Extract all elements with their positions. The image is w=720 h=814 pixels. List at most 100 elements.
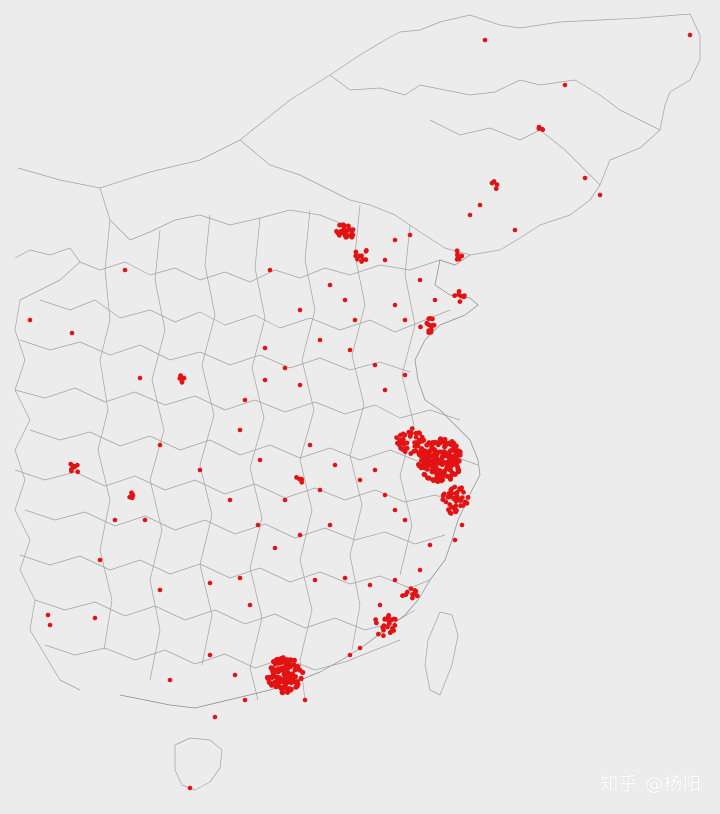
location-dot bbox=[413, 448, 419, 454]
location-dot bbox=[197, 467, 203, 473]
location-dot bbox=[294, 475, 299, 480]
location-dot bbox=[453, 443, 459, 449]
location-dot bbox=[425, 475, 431, 481]
location-dot bbox=[342, 223, 347, 229]
location-dot bbox=[421, 464, 427, 470]
location-dot bbox=[69, 468, 74, 474]
location-dot bbox=[464, 500, 470, 506]
location-dot bbox=[456, 289, 462, 294]
location-dot bbox=[401, 446, 407, 452]
location-dot bbox=[687, 32, 693, 38]
location-dot bbox=[392, 507, 398, 513]
hainan-island bbox=[174, 737, 223, 791]
location-dot bbox=[447, 449, 453, 455]
boundary-hebei-outer bbox=[239, 139, 471, 256]
location-dot bbox=[317, 337, 323, 343]
location-dot bbox=[307, 442, 313, 448]
location-dot bbox=[432, 297, 438, 303]
location-dot bbox=[345, 233, 351, 238]
location-dot bbox=[382, 492, 388, 498]
location-dot bbox=[212, 714, 218, 720]
location-dot bbox=[292, 667, 298, 673]
location-dot bbox=[181, 375, 187, 381]
national-boundary-north bbox=[17, 13, 701, 189]
location-dot bbox=[402, 432, 408, 438]
location-dot bbox=[299, 479, 305, 485]
location-dot bbox=[391, 616, 397, 622]
location-dot bbox=[402, 517, 408, 523]
location-dot bbox=[448, 441, 454, 448]
boundary-vertical-1 bbox=[97, 219, 113, 651]
location-dot bbox=[237, 575, 243, 581]
location-dot bbox=[398, 432, 403, 438]
location-dot bbox=[279, 690, 285, 696]
location-dot bbox=[402, 317, 408, 323]
location-dot bbox=[597, 192, 603, 198]
location-dot bbox=[394, 435, 399, 440]
location-dot bbox=[424, 442, 430, 448]
boundary-vertical-6 bbox=[349, 204, 366, 651]
location-dot bbox=[381, 627, 386, 633]
boundary-grid-5 bbox=[14, 387, 461, 421]
boundary-vertical-2 bbox=[149, 229, 166, 681]
location-dot bbox=[27, 317, 33, 323]
location-dot bbox=[359, 259, 364, 264]
location-dot bbox=[392, 623, 398, 628]
boundary-vertical-5 bbox=[299, 209, 316, 701]
location-dot bbox=[179, 379, 185, 385]
location-dot bbox=[431, 468, 437, 474]
location-dot bbox=[512, 227, 518, 233]
location-dot bbox=[536, 124, 542, 130]
boundary-liaoning bbox=[429, 119, 601, 256]
location-dot bbox=[494, 182, 500, 188]
boundary-vertical-3 bbox=[199, 214, 216, 666]
location-dot bbox=[272, 545, 278, 551]
location-dot bbox=[491, 179, 497, 184]
location-dot bbox=[337, 222, 342, 228]
location-dot bbox=[407, 232, 413, 238]
location-dot bbox=[410, 595, 415, 601]
location-dot bbox=[462, 293, 467, 298]
boundary-grid-1 bbox=[99, 187, 346, 241]
location-dot bbox=[425, 321, 430, 327]
location-dot bbox=[232, 672, 238, 678]
location-dot bbox=[287, 661, 293, 668]
location-dot bbox=[422, 448, 428, 454]
location-dot bbox=[438, 458, 444, 464]
location-dot bbox=[317, 487, 323, 493]
location-dot bbox=[275, 675, 281, 681]
location-dot bbox=[207, 652, 213, 658]
location-dot bbox=[281, 676, 287, 682]
boundary-grid-3 bbox=[39, 299, 451, 333]
location-dot bbox=[428, 327, 434, 333]
location-dot bbox=[312, 577, 318, 583]
location-dot bbox=[415, 442, 421, 448]
boundary-grid-2 bbox=[79, 259, 441, 283]
location-dot bbox=[377, 602, 383, 608]
admin-boundaries bbox=[14, 13, 701, 791]
location-dot bbox=[402, 372, 408, 378]
location-dot bbox=[414, 593, 420, 599]
location-dot bbox=[582, 175, 588, 181]
location-dot bbox=[429, 440, 435, 446]
boundary-grid-8 bbox=[24, 509, 446, 545]
location-dot bbox=[417, 277, 423, 283]
location-dot bbox=[417, 567, 423, 573]
location-dot bbox=[242, 397, 248, 403]
location-dot bbox=[247, 602, 253, 608]
location-dot bbox=[340, 230, 346, 236]
boundary-vertical-7 bbox=[399, 224, 416, 576]
boundary-vertical-4 bbox=[249, 217, 266, 701]
location-dot bbox=[477, 202, 483, 208]
location-dot bbox=[430, 477, 437, 483]
location-dot bbox=[69, 330, 75, 336]
location-dot bbox=[237, 427, 243, 433]
location-dot bbox=[276, 660, 282, 666]
location-dot bbox=[352, 317, 358, 323]
location-dot bbox=[442, 468, 448, 474]
location-dot bbox=[457, 497, 463, 503]
location-dot bbox=[381, 633, 386, 639]
location-dot bbox=[437, 468, 443, 474]
location-dot bbox=[454, 248, 460, 254]
location-dot bbox=[439, 454, 445, 460]
